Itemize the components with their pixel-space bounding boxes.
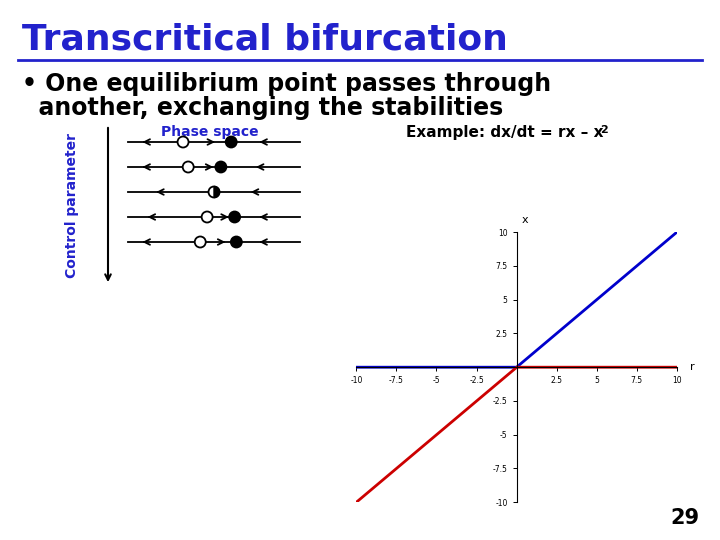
Circle shape: [194, 237, 206, 247]
Text: another, exchanging the stabilities: another, exchanging the stabilities: [22, 96, 503, 120]
Text: 29: 29: [671, 508, 700, 528]
Text: Control parameter: Control parameter: [65, 132, 79, 278]
Circle shape: [231, 237, 242, 247]
Text: Example: dx/dt = rx – x: Example: dx/dt = rx – x: [406, 125, 604, 140]
Polygon shape: [214, 186, 220, 198]
Text: x: x: [521, 215, 528, 226]
Circle shape: [215, 161, 226, 172]
Text: r: r: [690, 362, 694, 372]
Text: 2: 2: [600, 125, 608, 135]
Text: Transcritical bifurcation: Transcritical bifurcation: [22, 22, 508, 56]
Circle shape: [229, 212, 240, 222]
Circle shape: [225, 137, 237, 147]
Circle shape: [202, 212, 212, 222]
Text: • One equilibrium point passes through: • One equilibrium point passes through: [22, 72, 551, 96]
Circle shape: [183, 161, 194, 172]
Circle shape: [209, 186, 220, 198]
Circle shape: [178, 137, 189, 147]
Text: Phase space: Phase space: [161, 125, 258, 139]
